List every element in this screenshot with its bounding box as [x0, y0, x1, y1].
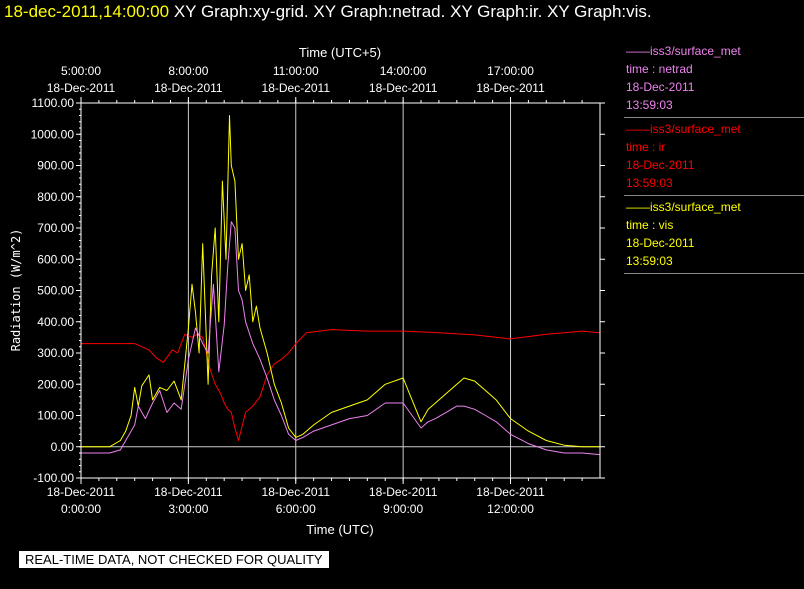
- graph-title: 18-dec-2011,14:00:00 XY Graph:xy-grid. X…: [4, 2, 652, 22]
- x-tick-date: 18-Dec-2011: [262, 485, 331, 499]
- series-netrad-line: [81, 221, 601, 456]
- x2-tick-date: 18-Dec-2011: [262, 81, 331, 95]
- legend-var: time : vis: [626, 218, 674, 232]
- x-tick-time: 0:00:00: [61, 502, 101, 516]
- y-tick-label: 300.00: [37, 346, 74, 360]
- x-axis: 18-Dec-2011 0:00:00 18-Dec-2011 3:00:00 18-D…: [47, 64, 583, 516]
- legend-time: 13:59:03: [626, 254, 673, 268]
- y-tick-label: 400.00: [37, 315, 74, 329]
- y-tick-label: 900.00: [37, 159, 74, 173]
- x2-tick-time: 14:00:00: [380, 64, 427, 78]
- x-tick-time: 6:00:00: [276, 502, 316, 516]
- legend-var: time : ir: [626, 140, 666, 154]
- x2-tick-date: 18-Dec-2011: [369, 81, 438, 95]
- x-tick-date: 18-Dec-2011: [154, 485, 223, 499]
- x-tick-date: 18-Dec-2011: [476, 485, 545, 499]
- legend-date: 18-Dec-2011: [626, 158, 695, 172]
- y-tick-label: -100.00: [33, 471, 74, 485]
- legend-time: 13:59:03: [626, 176, 673, 190]
- legend-var: time : netrad: [626, 62, 693, 76]
- x2-tick-date: 18-Dec-2011: [47, 81, 116, 95]
- x-tick-time: 3:00:00: [168, 502, 208, 516]
- quality-disclaimer: REAL-TIME DATA, NOT CHECKED FOR QUALITY: [19, 551, 329, 568]
- x2-axis-label: Time (UTC+5): [299, 45, 381, 60]
- x2-tick-time: 5:00:00: [61, 64, 101, 78]
- y-axis-label: Radiation (W/m^2): [9, 229, 23, 352]
- x2-tick-date: 18-Dec-2011: [476, 81, 545, 95]
- x-tick-time: 12:00:00: [487, 502, 534, 516]
- x-tick-date: 18-Dec-2011: [47, 485, 116, 499]
- y-tick-label: 0.00: [51, 440, 75, 454]
- x2-tick-time: 8:00:00: [168, 64, 208, 78]
- y-tick-label: 200.00: [37, 377, 74, 391]
- y-tick-label: 700.00: [37, 221, 74, 235]
- legend-source: ——iss3/surface_met: [626, 122, 741, 136]
- y-tick-label: 1000.00: [31, 127, 75, 141]
- y-axis: -100.00 0.00 100.00 200.00 300.00 400.00 500.0…: [31, 96, 605, 485]
- y-tick-label: 1100.00: [32, 96, 75, 110]
- x-axis-label: Time (UTC): [306, 522, 373, 537]
- series-lines: [81, 115, 601, 456]
- legend-source: ——iss3/surface_met: [626, 200, 741, 214]
- series-vis-line: [81, 115, 600, 448]
- timestamp: 18-dec-2011,14:00:00: [4, 2, 170, 21]
- legend-date: 18-Dec-2011: [626, 80, 695, 94]
- y-tick-label: 800.00: [37, 190, 74, 204]
- legend-source: ——iss3/surface_met: [626, 44, 741, 58]
- y-tick-label: 100.00: [37, 409, 74, 423]
- y-tick-label: 600.00: [37, 252, 74, 266]
- x2-tick-time: 11:00:00: [273, 64, 319, 78]
- x2-tick-time: 17:00:00: [487, 64, 534, 78]
- x-tick-date: 18-Dec-2011: [369, 485, 438, 499]
- x2-tick-date: 18-Dec-2011: [154, 81, 223, 95]
- legend: ——iss3/surface_met time : netrad 18-Dec-20…: [624, 40, 804, 274]
- series-ir-line: [81, 329, 601, 441]
- legend-date: 18-Dec-2011: [626, 236, 695, 250]
- graph-list: XY Graph:xy-grid. XY Graph:netrad. XY Gr…: [173, 2, 652, 21]
- legend-time: 13:59:03: [626, 98, 673, 112]
- y-tick-label: 500.00: [37, 284, 74, 298]
- x-tick-time: 9:00:00: [383, 502, 423, 516]
- plot-frame: [80, 102, 601, 479]
- grid-lines: [81, 103, 600, 478]
